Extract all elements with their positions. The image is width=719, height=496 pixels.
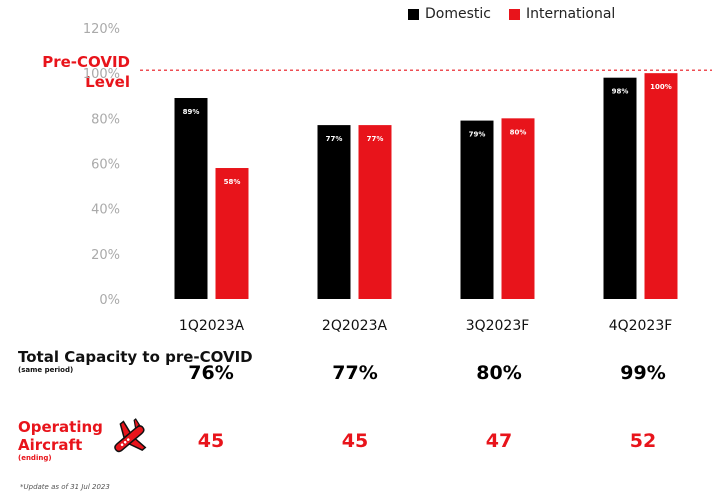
y-tick-label: 60% xyxy=(91,158,120,173)
y-tick-label: 20% xyxy=(91,248,120,263)
capacity-value-4q: 99% xyxy=(620,362,666,384)
capacity-value-3q: 80% xyxy=(476,362,522,384)
aircraft-value-3q: 47 xyxy=(485,430,513,452)
legend-item-domestic: Domestic xyxy=(408,6,491,22)
aircraft-value-1q: 45 xyxy=(197,430,225,452)
aircraft-value-2q: 45 xyxy=(341,430,369,452)
legend-item-international: International xyxy=(508,6,616,22)
capacity-row-title: Total Capacity to pre-COVID xyxy=(18,348,253,366)
bar-data-label: 79% xyxy=(469,131,486,139)
y-tick-label: 40% xyxy=(91,203,120,218)
capacity-row-label: Total Capacity to pre-COVID (same period… xyxy=(18,348,253,375)
legend-label-international: International xyxy=(525,6,616,22)
legend-label-domestic: Domestic xyxy=(425,6,491,22)
bar-domestic xyxy=(317,125,351,299)
y-tick-label: 120% xyxy=(83,22,120,37)
bar-domestic xyxy=(603,77,637,299)
capacity-row-subtitle: (same period) xyxy=(18,366,74,374)
legend-swatch-international xyxy=(508,8,520,20)
bar-domestic xyxy=(460,120,494,299)
footnote: *Update as of 31 Jul 2023 xyxy=(20,483,110,491)
x-tick-label: 4Q2023F xyxy=(609,318,673,334)
bar-domestic xyxy=(174,98,208,299)
capacity-value-2q: 77% xyxy=(332,362,378,384)
bar-international xyxy=(358,125,392,299)
bar-data-label: 58% xyxy=(224,178,241,186)
capacity-value-1q: 76% xyxy=(188,362,234,384)
aircraft-row-subtitle: (ending) xyxy=(18,454,52,462)
bar-data-label: 98% xyxy=(612,88,629,96)
bar-data-label: 89% xyxy=(183,108,200,116)
bar-data-label: 100% xyxy=(650,83,672,91)
bar-international xyxy=(215,168,249,299)
x-tick-label: 3Q2023F xyxy=(466,318,530,334)
airplane-icon xyxy=(114,418,147,453)
x-tick-label: 2Q2023A xyxy=(322,318,388,334)
bar-chart: 0% 20% 40% 60% 80% 100% 120% 89% 58% 1Q2023A 77% 77… xyxy=(83,22,712,334)
bar-data-label: 80% xyxy=(510,128,527,136)
x-tick-label: 1Q2023A xyxy=(179,318,245,334)
pre-covid-label: Pre-COVID Level xyxy=(42,53,130,91)
bar-international xyxy=(644,73,678,300)
aircraft-row-title: Operating Aircraft xyxy=(18,418,103,454)
bar-data-label: 77% xyxy=(367,135,384,143)
y-tick-label: 0% xyxy=(99,293,120,308)
y-tick-label: 100% xyxy=(83,67,120,82)
legend-swatch-domestic xyxy=(408,8,419,20)
y-tick-label: 80% xyxy=(91,112,120,127)
aircraft-row-label: Operating Aircraft (ending) xyxy=(18,418,108,463)
chart-legend: Domestic International xyxy=(408,6,633,22)
aircraft-value-4q: 52 xyxy=(629,430,657,452)
bar-international xyxy=(501,118,535,299)
bar-data-label: 77% xyxy=(326,135,343,143)
